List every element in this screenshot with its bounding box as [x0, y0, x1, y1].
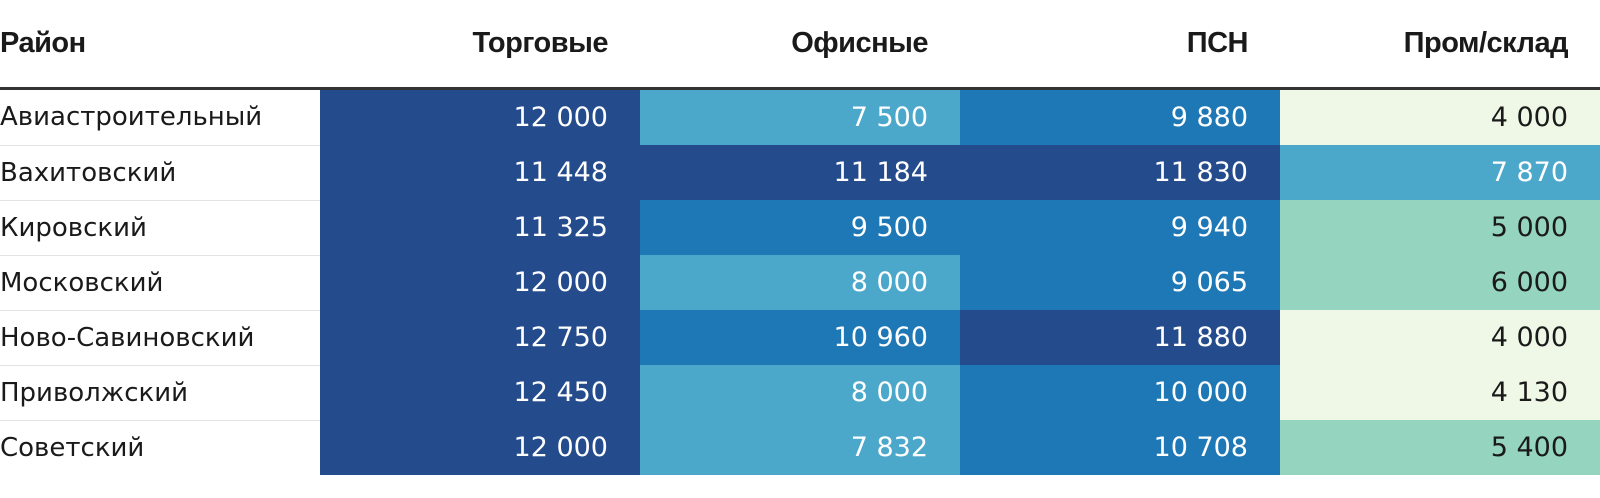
- district-name-cell: Вахитовский: [0, 145, 320, 201]
- column-header-retail[interactable]: Торговые: [320, 0, 640, 90]
- value-cell: 7 500: [640, 88, 960, 145]
- table-row: Кировский 11 325 9 500 9 940 5 000: [0, 200, 1600, 256]
- value-cell: 9 940: [960, 200, 1280, 255]
- value-cell: 4 130: [1280, 365, 1600, 420]
- table-body: Авиастроительный 12 000 7 500 9 880 4 000 Вах…: [0, 88, 1600, 475]
- value-cell: 10 708: [960, 420, 1280, 475]
- district-name-cell: Ново-Савиновский: [0, 310, 320, 366]
- value-cell: 4 000: [1280, 88, 1600, 145]
- table-header: Район Торговые Офисные ПСН Пром/склад: [0, 0, 1600, 90]
- value-cell: 12 000: [320, 88, 640, 145]
- district-name-cell: Московский: [0, 255, 320, 311]
- value-cell: 11 184: [640, 145, 960, 200]
- column-header-psn[interactable]: ПСН: [960, 0, 1280, 90]
- district-name-cell: Авиастроительный: [0, 88, 320, 146]
- value-cell: 11 830: [960, 145, 1280, 200]
- value-cell: 9 500: [640, 200, 960, 255]
- value-cell: 7 870: [1280, 145, 1600, 200]
- value-cell: 12 000: [320, 255, 640, 310]
- value-cell: 8 000: [640, 365, 960, 420]
- district-name-cell: Кировский: [0, 200, 320, 256]
- value-cell: 11 448: [320, 145, 640, 200]
- value-cell: 10 960: [640, 310, 960, 365]
- column-header-office[interactable]: Офисные: [640, 0, 960, 90]
- heatmap-table-container: Район Торговые Офисные ПСН Пром/склад Ав…: [0, 0, 1600, 475]
- district-name-cell: Советский: [0, 432, 145, 463]
- value-cell: 5 400: [1280, 420, 1600, 475]
- value-cell: 11 325: [320, 200, 640, 255]
- value-cell: 12 750: [320, 310, 640, 365]
- header-row: Район Торговые Офисные ПСН Пром/склад: [0, 0, 1600, 90]
- table-row: Советский 12 000 7 832 10 708 5 400: [0, 420, 1600, 475]
- value-cell: 4 000: [1280, 310, 1600, 365]
- value-cell: 7 832: [640, 420, 960, 475]
- value-cell: 11 880: [960, 310, 1280, 365]
- value-cell: 5 000: [1280, 200, 1600, 255]
- value-cell: 12 000: [320, 420, 640, 475]
- table-row: Вахитовский 11 448 11 184 11 830 7 870: [0, 145, 1600, 201]
- value-cell: 8 000: [640, 255, 960, 310]
- column-header-district[interactable]: Район: [0, 0, 320, 90]
- table-row: Ново-Савиновский 12 750 10 960 11 880 4 000: [0, 310, 1600, 366]
- value-cell: 9 065: [960, 255, 1280, 310]
- value-cell: 9 880: [960, 88, 1280, 145]
- district-name-cell: Приволжский: [0, 365, 320, 421]
- table-row: Авиастроительный 12 000 7 500 9 880 4 000: [0, 88, 1600, 146]
- column-header-industrial[interactable]: Пром/склад: [1280, 0, 1600, 90]
- value-cell: 10 000: [960, 365, 1280, 420]
- value-cell: 6 000: [1280, 255, 1600, 310]
- table-row: Приволжский 12 450 8 000 10 000 4 130: [0, 365, 1600, 421]
- heatmap-table: Район Торговые Офисные ПСН Пром/склад Ав…: [0, 0, 1600, 475]
- value-cell: 12 450: [320, 365, 640, 420]
- table-row: Московский 12 000 8 000 9 065 6 000: [0, 255, 1600, 311]
